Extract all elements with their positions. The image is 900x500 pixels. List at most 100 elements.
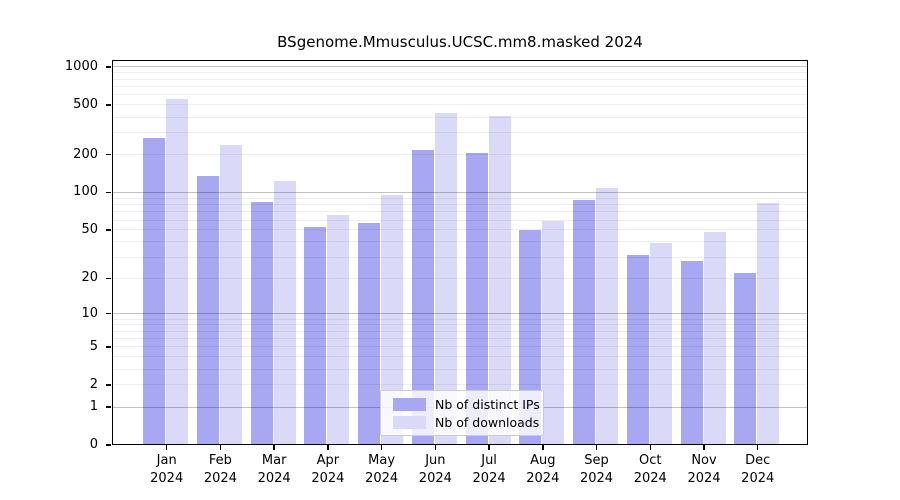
x-tick-mark-sep — [595, 445, 598, 450]
x-tick-year: 2024 — [579, 471, 614, 486]
gridline-y-9 — [112, 318, 808, 320]
x-tick-label-feb: Feb 2024 — [188, 452, 252, 488]
x-tick-month: Jul — [481, 453, 497, 468]
bar-downloads-mar — [273, 181, 296, 445]
x-tick-year: 2024 — [418, 471, 452, 486]
x-tick-label-may: May 2024 — [350, 452, 414, 488]
y-tick-label-10: 10 — [81, 305, 98, 321]
x-tick-year: 2024 — [633, 471, 667, 486]
bar-distinct-ips-dec — [734, 273, 757, 445]
gridline-y-20 — [112, 277, 808, 279]
y-tick-label-2: 2 — [89, 376, 98, 392]
gridline-y-5 — [112, 346, 808, 348]
x-tick-mark-jul — [488, 445, 490, 450]
x-tick-year: 2024 — [365, 471, 399, 486]
x-tick-year: 2024 — [150, 471, 184, 486]
legend-label-downloads: Nb of downloads — [435, 415, 540, 430]
y-tick-mark-1000 — [106, 66, 111, 68]
x-tick-mark-nov — [703, 445, 705, 450]
x-tick-month: Oct — [639, 453, 662, 468]
bar-downloads-may — [381, 195, 404, 445]
gridline-y-4 — [112, 356, 808, 358]
gridline-y-30 — [112, 256, 808, 258]
x-tick-year: 2024 — [257, 471, 291, 486]
y-tick-label-1000: 1000 — [64, 58, 98, 74]
gridline-y-8 — [112, 324, 808, 326]
x-tick-label-dec: Dec 2024 — [726, 452, 790, 488]
gridline-y-50 — [112, 229, 808, 231]
bar-distinct-ips-jul — [465, 152, 488, 445]
bar-distinct-ips-sep — [573, 199, 596, 445]
y-axis: 1000 500 200 100 50 20 10 5 2 1 0 — [0, 58, 112, 452]
gridline-y-600 — [112, 94, 808, 96]
x-tick-month: Jan — [156, 453, 177, 468]
x-tick-month: Sep — [584, 453, 609, 468]
gridline-y-800 — [112, 78, 808, 80]
gridline-y-70 — [112, 211, 808, 213]
bar-downloads-jan — [166, 99, 189, 445]
gridline-y-90 — [112, 197, 808, 199]
y-tick-mark-5 — [106, 346, 111, 348]
x-tick-mark-aug — [542, 445, 544, 450]
bar-distinct-ips-oct — [626, 255, 649, 445]
gridline-y-2 — [112, 384, 808, 386]
y-tick-label-200: 200 — [73, 146, 98, 162]
x-tick-year: 2024 — [687, 471, 721, 486]
y-tick-mark-10 — [106, 313, 111, 315]
bar-distinct-ips-mar — [250, 201, 273, 445]
x-tick-month: Mar — [261, 453, 287, 468]
x-tick-label-apr: Apr 2024 — [296, 452, 360, 488]
y-tick-label-5: 5 — [89, 338, 98, 354]
legend-swatch-downloads — [393, 416, 426, 429]
gridline-y-700 — [112, 85, 808, 87]
x-tick-mark-oct — [649, 445, 651, 450]
x-tick-year: 2024 — [526, 471, 560, 486]
y-tick-label-50: 50 — [81, 221, 98, 237]
bar-distinct-ips-feb — [196, 176, 219, 445]
x-tick-year: 2024 — [472, 471, 506, 486]
y-tick-mark-2 — [106, 384, 111, 386]
plot-area — [112, 60, 808, 445]
gridline-y-10 — [112, 313, 808, 315]
x-tick-mark-mar — [273, 445, 275, 450]
y-tick-mark-20 — [106, 277, 111, 280]
bar-distinct-ips-jun — [411, 150, 434, 445]
x-tick-label-sep: Sep 2024 — [565, 452, 629, 488]
x-tick-month: May — [368, 453, 396, 468]
x-tick-mark-jun — [434, 445, 437, 450]
bar-distinct-ips-may — [358, 222, 381, 445]
gridline-y-300 — [112, 132, 808, 134]
gridline-y-6 — [112, 338, 808, 340]
chart-title: BSgenome.Mmusculus.UCSC.mm8.masked 2024 — [277, 33, 643, 51]
bar-downloads-dec — [757, 202, 780, 445]
gridline-y-7 — [112, 330, 808, 332]
x-tick-mark-feb — [219, 445, 222, 450]
x-tick-label-jun: Jun 2024 — [403, 452, 467, 488]
x-tick-label-mar: Mar 2024 — [242, 452, 306, 488]
y-tick-mark-1 — [106, 406, 111, 408]
y-tick-mark-500 — [106, 104, 111, 106]
x-tick-mark-may — [380, 445, 383, 450]
gridline-y-100 — [112, 191, 808, 193]
y-tick-mark-100 — [106, 191, 111, 194]
x-tick-month: Dec — [745, 453, 771, 468]
legend-entry-distinct-ips: Nb of distinct IPs — [393, 397, 540, 412]
x-tick-label-oct: Oct 2024 — [618, 452, 682, 488]
legend: Nb of distinct IPs Nb of downloads — [380, 390, 544, 436]
y-tick-label-20: 20 — [81, 270, 98, 286]
x-tick-month: Jun — [425, 453, 446, 468]
bar-downloads-apr — [327, 214, 350, 445]
y-tick-mark-50 — [106, 229, 111, 231]
y-tick-mark-0 — [106, 444, 111, 446]
bar-downloads-nov — [703, 232, 726, 445]
x-tick-label-jan: Jan 2024 — [135, 452, 199, 488]
legend-label-distinct-ips: Nb of distinct IPs — [435, 397, 540, 412]
gridline-y-900 — [112, 72, 808, 74]
x-tick-month: Apr — [316, 453, 340, 468]
x-tick-month: Nov — [691, 453, 717, 468]
bar-distinct-ips-jan — [143, 138, 166, 445]
gridline-y-400 — [112, 116, 808, 118]
y-tick-label-100: 100 — [73, 184, 98, 200]
bar-downloads-aug — [542, 220, 565, 445]
y-tick-label-500: 500 — [73, 96, 98, 112]
